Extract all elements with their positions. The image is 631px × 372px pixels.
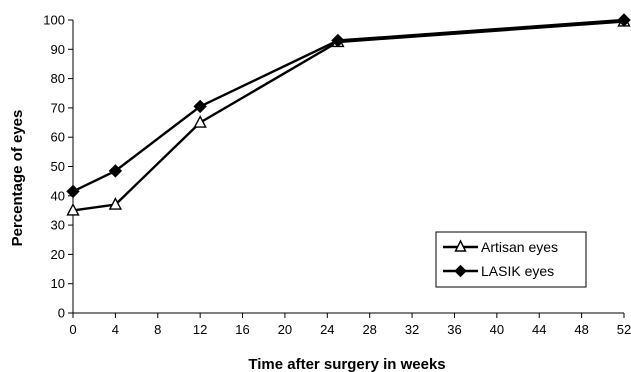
legend-item-lasik: LASIK eyes (443, 263, 554, 279)
x-tick-label: 0 (69, 322, 76, 337)
y-tick-label: 20 (51, 247, 65, 262)
x-tick-label: 24 (320, 322, 334, 337)
y-tick-label: 60 (51, 130, 65, 145)
data-point-lasik-eyes (617, 13, 631, 27)
data-point-lasik-eyes (108, 164, 123, 178)
legend: Artisan eyes LASIK eyes (435, 231, 587, 288)
x-axis: 0 4 8 12 16 20 24 28 32 36 40 44 48 52 (69, 312, 631, 337)
x-tick-label: 52 (617, 322, 631, 337)
data-point-artisan-eyes (66, 202, 80, 216)
x-axis-title: Time after surgery in weeks (248, 356, 445, 372)
y-tick-label: 100 (43, 13, 65, 28)
y-tick-label: 0 (58, 306, 65, 321)
x-tick-label: 16 (235, 322, 249, 337)
legend-marker-lasik (454, 264, 467, 278)
x-tick-label: 40 (490, 322, 504, 337)
legend-marker-artisan (454, 239, 467, 252)
y-tick-label: 80 (51, 71, 65, 86)
x-tick-label: 20 (278, 322, 292, 337)
y-tick-label: 70 (51, 100, 65, 115)
x-tick-label: 12 (193, 322, 207, 337)
y-tick-label: 10 (51, 276, 65, 291)
data-point-lasik-eyes (66, 184, 80, 199)
y-axis: 0 10 20 30 40 50 60 70 80 90 100 (43, 13, 74, 321)
y-tick-label: 50 (51, 159, 65, 174)
data-point-lasik-eyes (193, 99, 207, 114)
data-point-artisan-eyes (108, 197, 123, 210)
series-line-artisan-eyes (72, 20, 625, 212)
legend-item-artisan: Artisan eyes (443, 239, 558, 255)
series-lasik-eyes (66, 13, 631, 199)
data-point-artisan-eyes (193, 115, 207, 128)
y-tick-label: 90 (51, 42, 65, 57)
x-tick-label: 48 (574, 322, 588, 337)
data-point-lasik-eyes (331, 33, 345, 48)
y-tick-label: 40 (51, 188, 65, 203)
legend-label-artisan: Artisan eyes (481, 239, 558, 255)
y-axis-title: Percentage of eyes (9, 110, 26, 247)
series-artisan-eyes (66, 13, 631, 216)
series-layer (66, 13, 631, 216)
x-tick-label: 8 (154, 322, 161, 337)
y-tick-label: 30 (51, 218, 65, 233)
x-tick-label: 28 (362, 322, 376, 337)
x-tick-label: 36 (447, 322, 461, 337)
legend-label-lasik: LASIK eyes (481, 263, 554, 279)
x-tick-label: 4 (112, 322, 119, 337)
x-tick-label: 32 (405, 322, 419, 337)
x-tick-label: 44 (532, 322, 546, 337)
